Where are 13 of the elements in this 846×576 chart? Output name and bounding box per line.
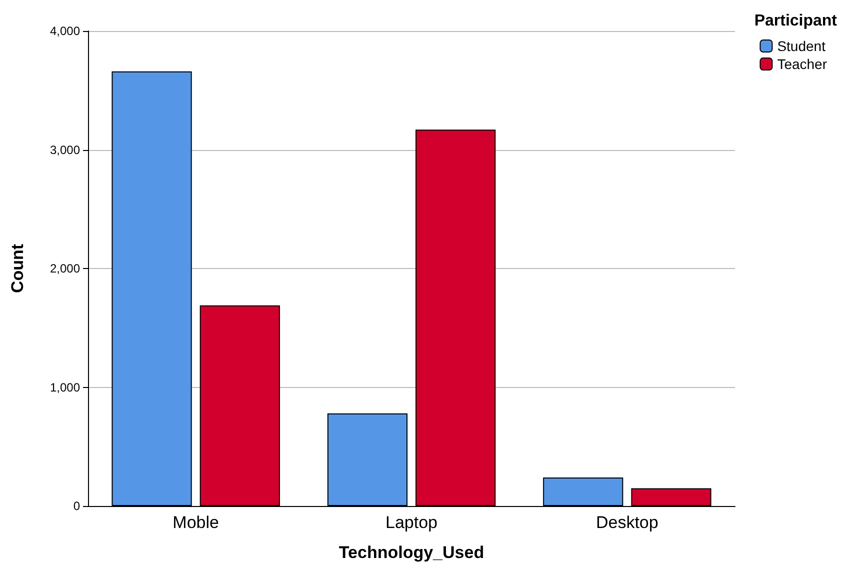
x-tick-label: Desktop: [596, 513, 658, 532]
y-tick-label: 4,000: [50, 24, 80, 38]
y-tick-label: 2,000: [50, 262, 80, 276]
y-tick-label: 3,000: [50, 142, 80, 157]
y-tick-label: 1,000: [50, 380, 80, 394]
y-axis-title: Count: [8, 244, 27, 294]
legend-label: Student: [777, 38, 826, 54]
y-tick-label: 0: [73, 499, 80, 513]
legend-label: Teacher: [777, 56, 828, 72]
x-tick-label: Laptop: [386, 513, 438, 532]
legend-title: Participant: [754, 12, 838, 30]
x-axis-title: Technology_Used: [338, 543, 484, 562]
x-tick-label: Moble: [172, 513, 219, 532]
